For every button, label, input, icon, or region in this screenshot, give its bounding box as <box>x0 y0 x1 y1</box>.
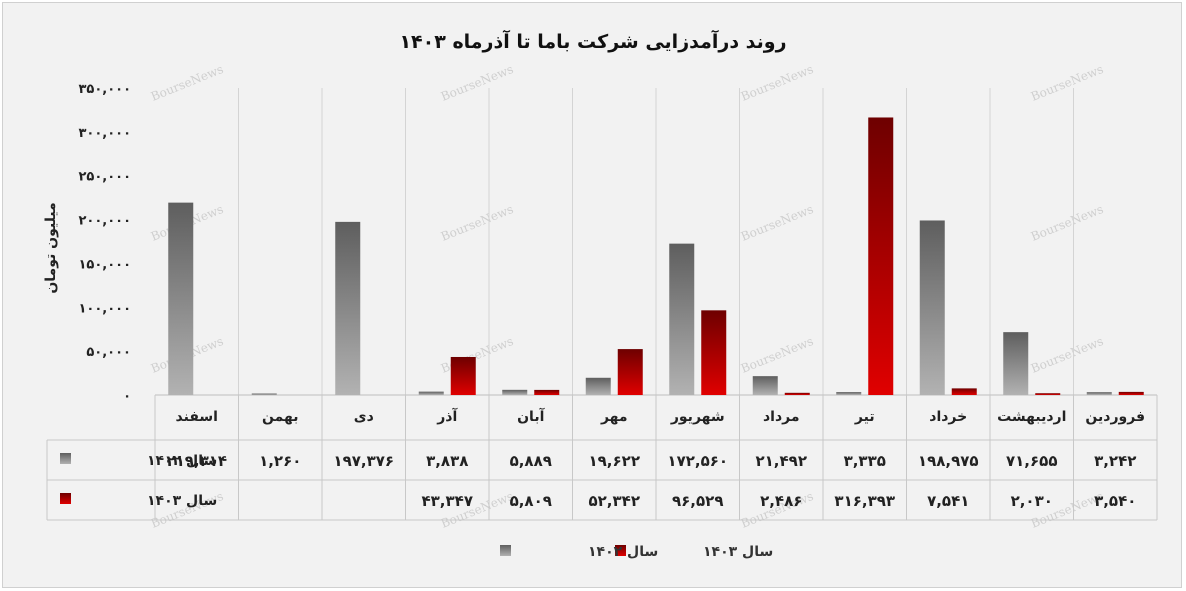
bar-1402 <box>919 220 945 395</box>
table-cell: ۲۱,۴۹۲ <box>756 452 807 470</box>
y-axis-ticks: ۰ ۵۰,۰۰۰ ۱۰۰,۰۰۰ ۱۵۰,۰۰۰ ۲۰۰,۰۰۰ ۲۵۰,۰۰۰ ۳۰۰,۰… <box>78 82 131 404</box>
table-cell: ۳۱۶,۳۹۳ <box>834 492 895 510</box>
data-table: فروردین اردیبهشت خرداد تیر مرداد شهریور مهر آبا… <box>46 395 1158 521</box>
legend-swatch <box>500 545 511 556</box>
category-label: بهمن <box>262 409 298 425</box>
bar-1402 <box>168 202 194 395</box>
category-label: دی <box>354 409 374 425</box>
category-label: اردیبهشت <box>997 409 1066 425</box>
table-cell: ۱۹,۶۲۲ <box>589 452 640 470</box>
table-cell: ۲,۴۸۶ <box>760 492 802 510</box>
legend-label: سال ۱۴۰۳ <box>703 544 773 560</box>
legend: سال ۱۴۰۳ سال ۱۴۰۲ <box>500 544 773 560</box>
table-cell: ۱۹۸,۹۷۵ <box>918 452 979 470</box>
y-tick-label: ۲۰۰,۰۰۰ <box>78 214 131 229</box>
table-cell: ۵۲,۳۴۲ <box>589 492 640 510</box>
table-cell: ۵,۸۸۹ <box>510 452 552 470</box>
category-label: تیر <box>854 409 875 425</box>
y-tick-label: ۵۰,۰۰۰ <box>86 345 131 360</box>
bar-1403 <box>450 356 476 395</box>
bar-1403 <box>534 389 560 395</box>
watermark-text: BourseNews <box>739 202 815 244</box>
bar-1403 <box>951 388 977 395</box>
table-cell: ۳,۸۳۸ <box>426 452 468 470</box>
bar-1402 <box>836 392 862 395</box>
table-cell: ۱,۲۶۰ <box>259 452 301 470</box>
legend-label: سال ۱۴۰۲ <box>588 544 658 560</box>
bar-1403 <box>701 310 727 395</box>
category-label: اسفند <box>176 409 218 425</box>
bar-1402 <box>1086 392 1112 395</box>
table-cell: ۵,۸۰۹ <box>510 492 552 510</box>
series-swatch <box>60 453 71 464</box>
watermark-text: BourseNews <box>439 334 515 376</box>
bar-1402 <box>418 391 444 395</box>
bar-1403 <box>868 117 894 395</box>
bar-1403 <box>784 392 810 395</box>
y-tick-label: ۳۵۰,۰۰۰ <box>78 82 131 97</box>
table-cell: ۱۷۲,۵۶۰ <box>667 452 728 470</box>
watermark-text: BourseNews <box>739 62 815 104</box>
category-label: فروردین <box>1085 409 1145 425</box>
watermark-text: BourseNews <box>439 62 515 104</box>
chart-title: روند درآمدزایی شرکت باما تا آذرماه ۱۴۰۳ <box>399 29 786 53</box>
bar-1403 <box>617 349 643 395</box>
revenue-chart: BourseNews BourseNews BourseNews BourseNews… <box>43 29 1158 560</box>
bar-1402 <box>669 243 695 395</box>
bar-1402 <box>752 376 778 395</box>
series-swatch <box>60 493 71 504</box>
bars <box>168 117 1144 395</box>
table-cell: ۲۱۹,۳۱۴ <box>166 452 227 470</box>
legend-swatch <box>615 545 626 556</box>
table-cell: ۱۹۷,۳۷۶ <box>333 452 394 470</box>
table-cell: ۳,۲۴۲ <box>1094 452 1136 470</box>
bar-1403 <box>1035 393 1061 395</box>
y-tick-label: ۱۰۰,۰۰۰ <box>78 301 131 316</box>
series-label: سال ۱۴۰۲ <box>147 453 217 469</box>
category-label: خرداد <box>929 409 967 425</box>
table-cell: ۹۶,۵۲۹ <box>672 492 723 510</box>
table-cell: ۳,۳۳۵ <box>844 452 886 470</box>
bar-1402 <box>335 221 361 395</box>
table-cell: ۲,۰۳۰ <box>1011 492 1053 510</box>
watermark-text: BourseNews <box>739 334 815 376</box>
category-label: مرداد <box>763 409 800 425</box>
bar-1402 <box>251 393 277 395</box>
watermark-text: BourseNews <box>149 62 225 104</box>
bar-1402 <box>585 377 611 395</box>
y-tick-label: ۳۰۰,۰۰۰ <box>78 126 131 141</box>
series-label: سال ۱۴۰۳ <box>147 493 217 509</box>
table-cell: ۳,۵۴۰ <box>1094 492 1136 510</box>
bar-1402 <box>502 389 528 395</box>
watermark-text: BourseNews <box>1029 62 1105 104</box>
table-cell: ۷۱,۶۵۵ <box>1006 452 1057 470</box>
bar-1403 <box>1118 391 1144 395</box>
y-tick-label: ۱۵۰,۰۰۰ <box>78 257 131 272</box>
bar-1402 <box>1003 332 1029 395</box>
y-tick-label: ۲۵۰,۰۰۰ <box>78 170 131 185</box>
y-axis-label: میلیون تومان <box>43 202 59 293</box>
category-label: شهریور <box>670 409 725 425</box>
watermark-text: BourseNews <box>1029 334 1105 376</box>
y-tick-label: ۰ <box>123 389 131 404</box>
category-label: آذر <box>436 407 458 425</box>
table-cell: ۷,۵۴۱ <box>927 492 969 510</box>
table-cell: ۴۳,۳۴۷ <box>422 492 473 510</box>
watermark-text: BourseNews <box>1029 202 1105 244</box>
watermark-text: BourseNews <box>439 202 515 244</box>
category-label: آبان <box>517 407 545 425</box>
category-label: مهر <box>600 409 628 425</box>
